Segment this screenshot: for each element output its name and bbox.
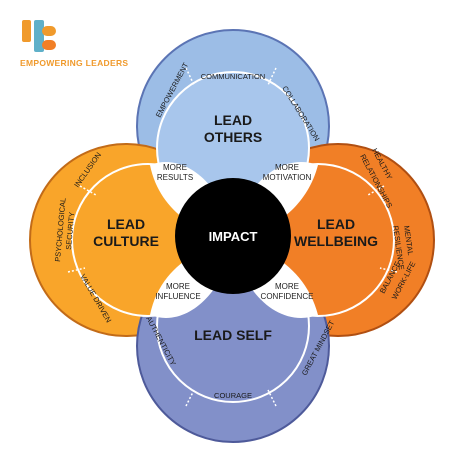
logo-mark-icon xyxy=(22,20,56,52)
quadrant-wellbeing-title-2: WELLBEING xyxy=(294,233,378,249)
quadrant-self-title: LEAD SELF xyxy=(194,327,272,343)
center-circle xyxy=(175,178,291,294)
petal-confidence-line1: MORE xyxy=(275,282,299,291)
center-label: IMPACT xyxy=(209,229,258,244)
petal-influence-line1: MORE xyxy=(166,282,190,291)
ring-label-mental: MENTAL xyxy=(402,225,415,256)
logo-text: EMPOWERING LEADERS xyxy=(20,58,129,68)
quadrant-culture-title-1: LEAD xyxy=(107,216,145,232)
ring-label-courage: COURAGE xyxy=(214,391,252,400)
petal-influence-line2: INFLUENCE xyxy=(155,292,200,301)
petal-results-line1: MORE xyxy=(163,163,187,172)
quadrant-culture-title-2: CULTURE xyxy=(93,233,159,249)
petal-results-line2: RESULTS xyxy=(157,173,193,182)
petal-confidence-line2: CONFIDENCE xyxy=(261,292,314,301)
quadrant-wellbeing-title-1: LEAD xyxy=(317,216,355,232)
petal-motivation-line2: MOTIVATION xyxy=(263,173,312,182)
petal-motivation-line1: MORE xyxy=(275,163,299,172)
quadrant-others-title-1: LEAD xyxy=(214,112,252,128)
ring-label-security: SECURITY xyxy=(64,212,76,251)
quadrant-others-title-2: OTHERS xyxy=(204,129,262,145)
logo: EMPOWERING LEADERS xyxy=(20,16,160,68)
ring-separators xyxy=(67,67,398,407)
ring-label-communication: COMMUNICATION xyxy=(201,72,265,81)
